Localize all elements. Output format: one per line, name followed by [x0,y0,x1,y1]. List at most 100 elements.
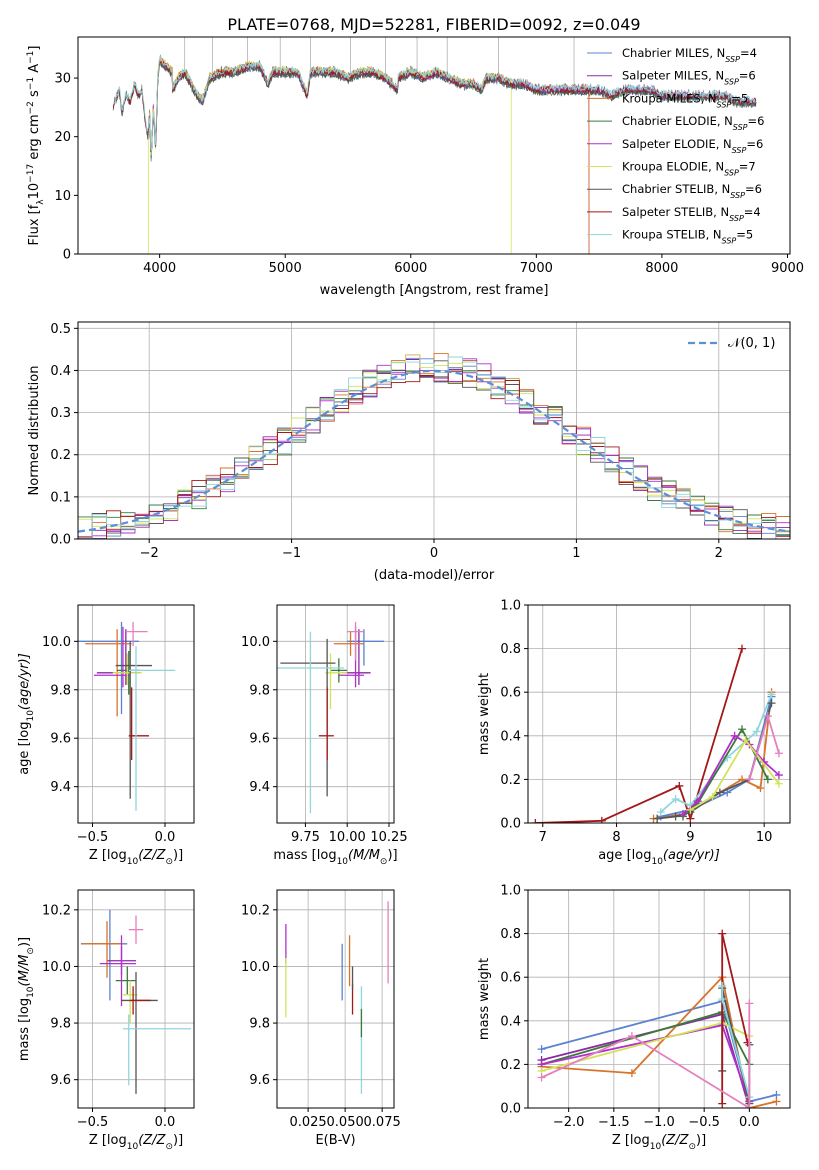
weight-marker [772,1097,781,1106]
legend-label-part: Salpeter STELIB, N [622,205,729,219]
x-tick-label: −2.0 [553,1115,585,1130]
label-part: erg cm [27,114,42,163]
legend-label-part: SSP [724,77,739,86]
label-part: (Z/Z [138,848,166,863]
y-tick-label: 9.4 [249,780,270,795]
weight-marker [752,727,761,736]
x-tick-label: 0 [430,546,438,561]
weight-marker [597,816,606,823]
y-tick-label: 0.2 [500,773,521,788]
legend-label-part: =4 [740,46,757,60]
x-tick-label: 5000 [269,261,302,276]
x-tick-label: 0.0 [155,830,176,845]
legend-label-part: Chabrier STELIB, N [622,182,730,196]
legend-label-part: SSP [725,55,740,64]
x-tick-label: −0.5 [77,1115,109,1130]
plot-area [78,353,790,539]
weight-marker [627,1069,636,1078]
label-part: (M/M [348,848,380,863]
y-tick-label: 0.2 [50,448,71,463]
legend-label-part: =4 [744,205,761,219]
weight-marker [675,781,684,790]
label-part: ⊙ [688,1142,696,1152]
weight-marker [774,771,783,780]
weight-marker [708,792,717,801]
x-tick-label: 6000 [394,261,427,276]
panel-massweight_vs_Z: −2.0 −1.5 −1.0 −0.5 0.0 0.0 0.2 0.4 0.6 0.8 1.0 Z [… [477,884,791,1152]
weight-marker [774,779,783,788]
x-tick-label: 10.25 [370,830,407,845]
plot-area [78,621,176,811]
label-part: Flux [f [27,204,42,245]
legend-label: Salpeter ELODIE, NSSP=6 [622,137,763,155]
y-tick-label: 0.3 [50,406,71,421]
x-tick-label: 9 [686,830,694,845]
plot-area [285,901,389,1094]
legend-label-part: =6 [745,182,762,196]
panels: 4000 5000 6000 7000 8000 90000102030Chabrier … [17,36,804,1152]
axes-frame [527,604,791,824]
legend-label-part: SSP [717,100,732,109]
x-axis-label: E(B-V) [315,1133,355,1148]
label-part: A [27,64,42,77]
weight-marker [756,784,765,793]
y-axis-label: mass weight [477,958,492,1040]
x-axis-label: Z [log10(Z/Z⊙)] [89,848,183,867]
label-part: 10 [337,857,349,867]
weight-marker [763,712,772,721]
label-part: s [27,90,42,101]
weight-marker [671,812,680,821]
x-tick-label: 0.075 [364,1115,401,1130]
label-part: ⊙ [26,947,36,955]
y-axis-label: Normed distribution [27,366,42,496]
y-tick-label: 0.8 [500,642,521,657]
legend-label: Kroupa ELODIE, NSSP=7 [622,160,756,178]
y-tick-label: 9.8 [50,683,71,698]
legend-label: Salpeter MILES, NSSP=6 [622,69,756,87]
label-part: )] [387,848,397,863]
y-tick-label: 9.8 [50,1017,71,1032]
y-tick-label: 0.0 [500,817,521,832]
x-tick-label: 10 [756,830,773,845]
x-tick-label: 9000 [771,261,804,276]
legend-label-part: =7 [739,160,756,174]
y-tick-label: 1.0 [500,599,521,614]
axes-frame [276,604,395,824]
label-part: 10 [651,857,663,867]
y-tick-label: 10.0 [241,635,270,650]
model-line-kroupa-stelib [112,55,756,152]
weight-marker [718,1099,727,1108]
weight-marker [693,797,702,806]
x-tick-label: 1 [572,546,580,561]
x-tick-label: −0.5 [688,1115,720,1130]
label-part: Z [log [89,1133,127,1148]
weight-marker [656,808,665,817]
axes-frame [77,36,791,255]
weight-marker [738,644,747,653]
weight-marker [686,805,695,814]
axes-frame [77,889,195,1109]
label-part: (Z/Z [138,1133,166,1148]
panel-spectrum: 4000 5000 6000 7000 8000 9000 0 10 20 30 Chabrier … [26,36,804,298]
panel-mass_vs_EBV: 0.025 0.050 0.075 9.6 9.8 10.0 10.2 E(B-V) [241,889,401,1148]
panel-age_vs_Z: −0.5 0.09.49.69.810.0Z [log10(Z/Z⊙)]age [… [17,604,195,867]
label-part: 10 [127,1142,139,1152]
label-part: ⊙ [165,1142,173,1152]
y-axis-label: age [log10(age/yr)] [17,653,36,775]
label-part: (age/yr)] [663,848,720,863]
y-tick-label: 9.8 [249,1017,270,1032]
weight-marker [715,788,724,797]
label-part: )] [17,937,32,947]
hist-salpeter-stelib [78,370,790,539]
y-tick-label: 0.4 [50,364,71,379]
label-part: −17 [26,164,36,183]
y-tick-label: 10.0 [42,635,71,650]
y-axis-label: Flux [fλ10−17 erg cm−2 s−1 A−1] [26,46,46,246]
weight-marker [738,725,747,734]
legend-label-part: Kroupa ELODIE, N [622,160,724,174]
axes-frame [276,889,395,1109]
plot-area [277,621,384,814]
